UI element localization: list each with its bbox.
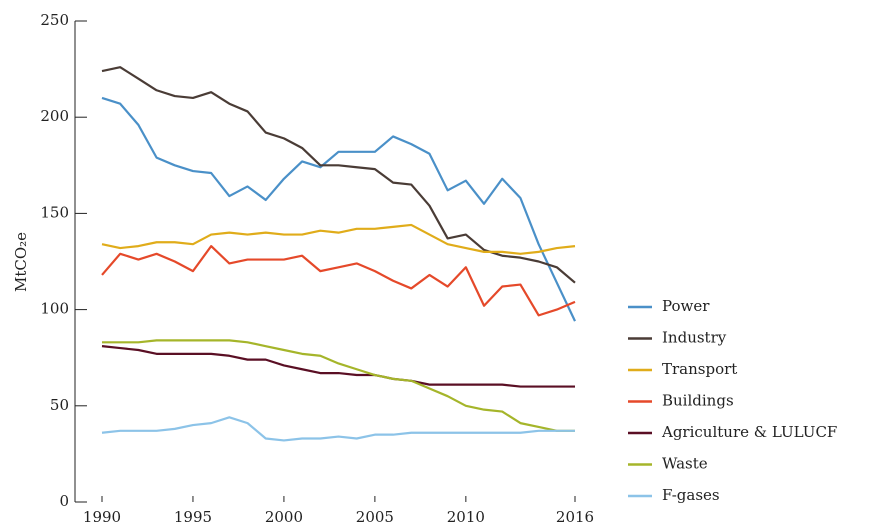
y-tick-label: 100 (40, 300, 69, 318)
legend-label: Buildings (662, 392, 734, 410)
legend-label: Transport (662, 360, 737, 378)
x-tick-label: 2000 (265, 508, 303, 524)
series-line (101, 96, 576, 322)
series-line (101, 223, 576, 255)
legend-label: Power (662, 297, 710, 315)
y-tick-label: 200 (40, 107, 69, 125)
series-line (101, 345, 575, 388)
legend-label: Industry (662, 329, 727, 347)
series-line (101, 416, 575, 442)
y-tick-label: 50 (50, 396, 69, 414)
x-tick-label: 2016 (556, 508, 594, 524)
y-tick-label: 150 (40, 203, 69, 221)
legend-label: Agriculture & LULUCF (661, 423, 837, 441)
y-tick-label: 250 (40, 11, 69, 29)
y-axis-label: MtCO₂e (12, 232, 30, 292)
x-tick-label: 2010 (447, 508, 485, 524)
x-tick-label: 2005 (356, 508, 394, 524)
series-line (101, 66, 576, 284)
y-tick-label: 0 (59, 492, 69, 510)
series-line (101, 245, 576, 317)
legend-label: Waste (662, 455, 708, 473)
legend-label: F-gases (662, 486, 720, 504)
series-line (102, 339, 575, 432)
x-tick-label: 1990 (83, 508, 121, 524)
x-tick-label: 1995 (174, 508, 212, 524)
